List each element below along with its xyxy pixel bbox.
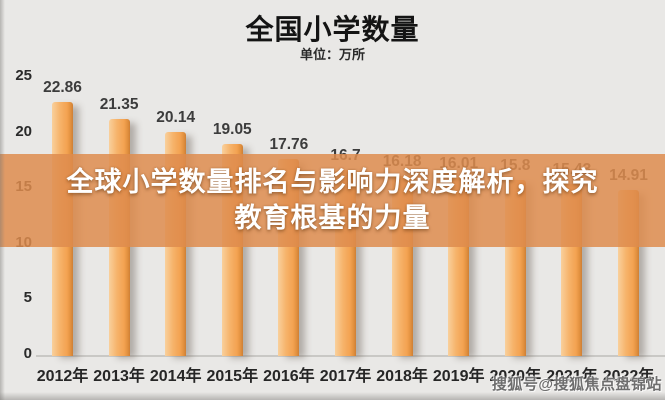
bar-value-label: 19.05 bbox=[212, 121, 252, 139]
x-axis-label: 2018年 bbox=[376, 368, 428, 385]
y-axis-tick-label: 5 bbox=[23, 289, 32, 307]
x-axis-label: 2020年 bbox=[489, 368, 542, 385]
chart-unit-label: 单位：万所 bbox=[299, 47, 365, 62]
headline-overlay-banner: 全球小学数量排名与影响力深度解析，探究 教育根基的力量 bbox=[0, 154, 665, 247]
left-edge-shadow bbox=[0, 0, 5, 400]
x-axis-label: 2022年 bbox=[602, 368, 655, 385]
x-axis-label: 2014年 bbox=[149, 368, 202, 385]
x-axis-label: 2013年 bbox=[93, 368, 145, 385]
x-axis-label: 2016年 bbox=[263, 368, 315, 385]
y-axis-tick-label: 20 bbox=[15, 122, 32, 140]
headline-line-1: 全球小学数量排名与影响力深度解析，探究 bbox=[66, 166, 599, 197]
watermark-text: 搜狐号@搜狐焦点盘锦站 bbox=[491, 376, 662, 393]
bar-value-label: 21.35 bbox=[99, 95, 139, 113]
x-axis-label: 2015年 bbox=[206, 368, 259, 385]
bar-value-label: 22.86 bbox=[43, 78, 82, 96]
x-axis-label: 2017年 bbox=[319, 368, 372, 385]
y-axis-tick-label: 0 bbox=[23, 345, 32, 362]
y-axis-tick-label: 25 bbox=[15, 67, 32, 84]
x-axis-label: 2021年 bbox=[546, 368, 598, 385]
bar-value-label: 17.76 bbox=[269, 135, 309, 153]
bar-value-label: 20.14 bbox=[156, 109, 196, 127]
x-axis-label: 2012年 bbox=[36, 368, 89, 385]
bottom-edge-shadow bbox=[0, 392, 665, 400]
headline-line-2: 教育根基的力量 bbox=[234, 202, 431, 233]
chart-title: 全国小学数量 bbox=[245, 14, 420, 45]
x-axis-label: 2019年 bbox=[432, 368, 485, 385]
